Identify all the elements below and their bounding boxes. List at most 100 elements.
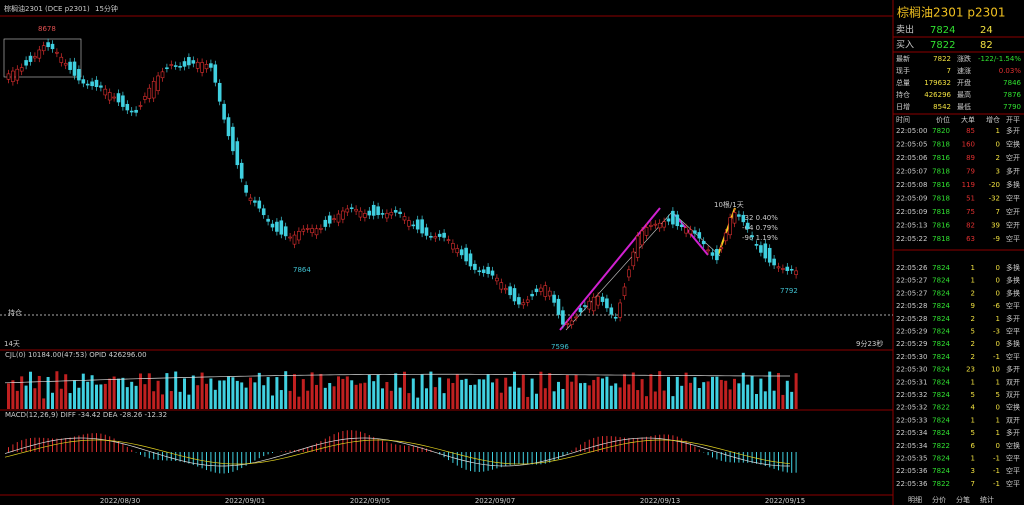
stat-label: 涨跌 bbox=[957, 54, 971, 63]
volume-bar bbox=[169, 391, 173, 409]
candle bbox=[143, 96, 147, 100]
volume-bar bbox=[469, 385, 472, 409]
candle bbox=[85, 83, 90, 86]
candle bbox=[349, 207, 354, 210]
column-header: 增仓 bbox=[986, 115, 1000, 124]
macd-bar bbox=[179, 452, 181, 462]
candle bbox=[420, 219, 424, 234]
price-label: 7596 bbox=[551, 343, 569, 351]
volume-bar bbox=[768, 371, 772, 409]
candle bbox=[46, 42, 50, 48]
stat-value: 179632 bbox=[924, 79, 951, 87]
macd-bar bbox=[395, 444, 397, 452]
candle bbox=[719, 247, 724, 250]
tab[interactable]: 统计 bbox=[980, 495, 994, 504]
trade-cell: -6 bbox=[993, 302, 1001, 310]
trade-cell: 7824 bbox=[932, 353, 950, 361]
trade-cell: 多开 bbox=[1006, 167, 1020, 176]
macd-bar bbox=[496, 452, 498, 469]
macd-bar bbox=[773, 452, 775, 469]
period[interactable]: 15分钟 bbox=[95, 4, 118, 13]
volume-bar bbox=[293, 374, 296, 409]
trade-cell: 双开 bbox=[1006, 391, 1020, 399]
candle bbox=[715, 249, 719, 261]
stat-value: 426296 bbox=[924, 91, 951, 99]
volume-bar bbox=[178, 391, 182, 409]
stat-label: 总量 bbox=[896, 78, 910, 87]
macd-bar bbox=[280, 451, 282, 452]
volume-bar bbox=[24, 385, 28, 409]
trade-cell: 空换 bbox=[1006, 441, 1020, 450]
volume-bar bbox=[20, 376, 24, 409]
trade-cell: -20 bbox=[989, 181, 1000, 189]
column-header: 开平 bbox=[1006, 116, 1020, 124]
trade-cell: 7824 bbox=[932, 429, 950, 437]
macd-bar bbox=[104, 434, 106, 452]
tab[interactable]: 分价 bbox=[932, 495, 946, 504]
volume-bar bbox=[579, 383, 582, 409]
tab[interactable]: 分笔 bbox=[956, 495, 970, 504]
trade-cell: 22:05:36 bbox=[896, 480, 928, 488]
candle bbox=[591, 296, 596, 312]
trade-cell: -3 bbox=[993, 328, 1000, 336]
macd-bar bbox=[236, 452, 238, 471]
macd-bar bbox=[25, 438, 27, 452]
trade-cell: 空平 bbox=[1006, 479, 1020, 488]
trade-cell: 空平 bbox=[1006, 352, 1020, 361]
candle bbox=[178, 65, 182, 68]
position-label: 持仓 bbox=[8, 308, 22, 317]
macd-bar bbox=[690, 443, 691, 452]
stat-label: 现手 bbox=[896, 66, 910, 75]
macd-bar bbox=[624, 437, 625, 452]
candle bbox=[710, 252, 715, 256]
candle bbox=[763, 243, 768, 259]
macd-bar bbox=[263, 452, 265, 457]
candle bbox=[521, 302, 526, 306]
volume-bar bbox=[618, 387, 622, 409]
volume-bar bbox=[257, 372, 261, 409]
tab[interactable]: 明细 bbox=[908, 495, 922, 504]
trade-cell: 空平 bbox=[1006, 301, 1020, 310]
volume-bar bbox=[662, 390, 666, 409]
macd-bar bbox=[258, 452, 260, 459]
macd-bar bbox=[197, 452, 199, 467]
candle bbox=[512, 288, 517, 302]
candle bbox=[6, 73, 11, 80]
volume-bar bbox=[235, 380, 239, 409]
trade-cell: 0 bbox=[996, 289, 1000, 297]
volume-bar bbox=[121, 377, 125, 409]
trade-cell: 22:05:06 bbox=[896, 154, 928, 162]
macd-bar bbox=[223, 452, 225, 474]
candle bbox=[63, 62, 68, 66]
candle bbox=[363, 213, 367, 218]
candle bbox=[169, 64, 174, 66]
trade-cell: -9 bbox=[993, 235, 1000, 243]
volume-bar bbox=[499, 392, 503, 409]
macd-bar bbox=[38, 437, 40, 452]
candle bbox=[305, 228, 310, 230]
macd-bar bbox=[417, 446, 419, 452]
candle bbox=[345, 208, 350, 213]
trade-cell: 7 bbox=[996, 208, 1000, 216]
macd-bar bbox=[324, 438, 326, 452]
volume-bar bbox=[156, 380, 160, 409]
volume-bar bbox=[627, 384, 631, 409]
candle bbox=[94, 79, 99, 88]
date-label: 2022/09/07 bbox=[475, 497, 515, 505]
trade-cell: 22:05:34 bbox=[896, 429, 928, 437]
candle bbox=[794, 270, 798, 275]
volume-bar bbox=[574, 374, 578, 409]
candle bbox=[745, 222, 750, 230]
volume-bar bbox=[213, 389, 217, 409]
macd-bar bbox=[289, 450, 291, 452]
trade-cell: 22:05:05 bbox=[896, 141, 927, 149]
stat-value: 7846 bbox=[1003, 79, 1021, 87]
candle bbox=[367, 210, 372, 216]
volume-bar bbox=[130, 381, 134, 409]
volume-bar bbox=[328, 383, 332, 409]
candle bbox=[37, 49, 42, 59]
volume-bar bbox=[640, 379, 644, 409]
volume-bar bbox=[614, 383, 618, 409]
oi-line bbox=[4, 373, 791, 384]
volume-bar bbox=[86, 381, 90, 409]
